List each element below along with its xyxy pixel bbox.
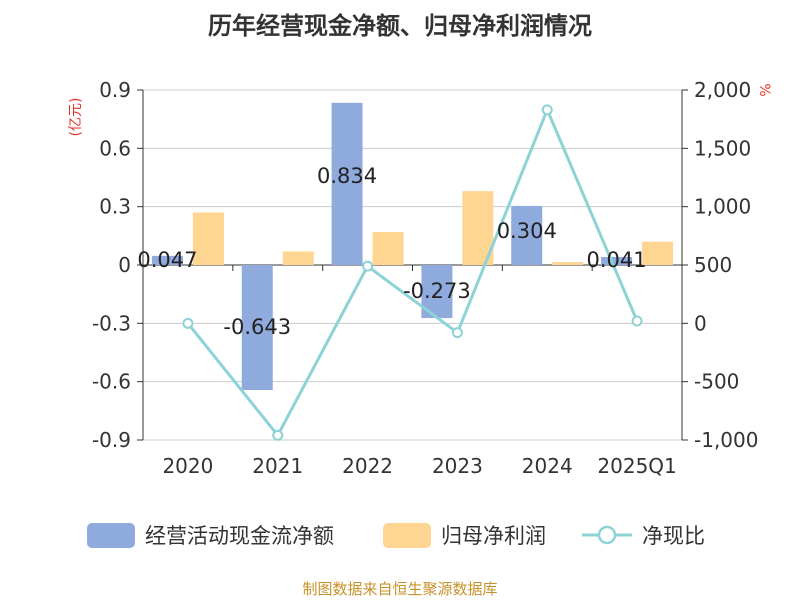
- legend-swatch-cash-flow: [87, 523, 135, 548]
- legend-label-cash-flow: 经营活动现金流净额: [145, 524, 334, 548]
- left-axis-tick-label: -0.6: [92, 370, 131, 394]
- x-axis-tick-label: 2021: [252, 454, 303, 478]
- left-axis-tick-label: 0.9: [99, 78, 131, 102]
- left-axis-unit: (亿元): [68, 98, 84, 137]
- net-profit-bar: [192, 212, 224, 265]
- cash-ratio-point: [631, 315, 643, 327]
- cash-flow-bar: [151, 255, 183, 265]
- right-axis-tick-label: -500: [694, 370, 739, 394]
- legend[interactable]: 经营活动现金流净额 归母净利润 净现比: [87, 523, 705, 548]
- legend-label-cash-ratio: 净现比: [642, 524, 705, 548]
- x-axis-tick-label: 2024: [522, 454, 573, 478]
- chart-title: 历年经营现金净额、归母净利润情况: [208, 12, 592, 40]
- legend-swatch-cash-ratio-marker: [597, 525, 617, 545]
- x-axis-tick-label: 2022: [342, 454, 393, 478]
- cash-ratio-point: [541, 104, 553, 116]
- cash-flow-bar: [241, 265, 273, 391]
- cash-flow-data-label: 0.047: [137, 248, 197, 272]
- cash-flow-bar: [601, 257, 633, 265]
- net-profit-bar: [552, 262, 584, 265]
- cash-flow-data-label: 0.304: [497, 219, 557, 243]
- cash-flow-bar: [511, 205, 543, 265]
- net-profit-bar: [282, 251, 314, 265]
- cash-flow-data-label: -0.273: [403, 279, 471, 303]
- bars: [151, 102, 674, 391]
- left-axis-tick-label: -0.3: [92, 311, 131, 335]
- axes: 0.9 0.6 0.3 0 -0.3 -0.6 -0.9 2,000 1,500 1,000 500…: [68, 78, 772, 478]
- cash-flow-data-label: -0.643: [223, 315, 291, 339]
- left-axis-tick-label: 0.6: [99, 136, 131, 160]
- right-axis-tick-label: 2,000: [694, 78, 751, 102]
- cash-ratio-point: [272, 429, 284, 441]
- right-axis-tick-label: 0: [694, 311, 707, 335]
- cash-ratio-line: [186, 105, 639, 439]
- x-axis-tick-label: 2020: [162, 454, 213, 478]
- x-axis-tick-label: 2025Q1: [597, 454, 676, 478]
- cash-ratio-point: [182, 317, 194, 329]
- right-axis-tick-label: -1,000: [694, 428, 758, 452]
- left-axis-tick-label: 0.3: [99, 195, 131, 219]
- source-note: 制图数据来自恒生聚源数据库: [302, 580, 497, 598]
- right-axis-tick-label: 500: [694, 253, 732, 277]
- legend-label-net-profit: 归母净利润: [441, 524, 546, 548]
- right-axis-unit: %: [756, 83, 772, 96]
- right-axis-tick-label: 1,500: [694, 136, 751, 160]
- right-axis-tick-label: 1,000: [694, 195, 751, 219]
- data-labels: 0.047 -0.643 0.834 -0.273 0.304 0.041: [137, 164, 646, 339]
- cash-ratio-point: [451, 327, 463, 339]
- net-profit-bar: [372, 231, 404, 265]
- net-profit-bar: [642, 241, 674, 265]
- cash-ratio-point: [362, 260, 374, 272]
- left-axis-tick-label: -0.9: [92, 428, 131, 452]
- cash-flow-data-label: 0.834: [317, 164, 377, 188]
- legend-swatch-net-profit: [383, 523, 431, 548]
- left-axis-tick-label: 0: [118, 253, 131, 277]
- cash-flow-bar: [331, 102, 363, 265]
- x-axis-tick-label: 2023: [432, 454, 483, 478]
- cash-flow-data-label: 0.041: [587, 248, 647, 272]
- line-series: [182, 104, 643, 441]
